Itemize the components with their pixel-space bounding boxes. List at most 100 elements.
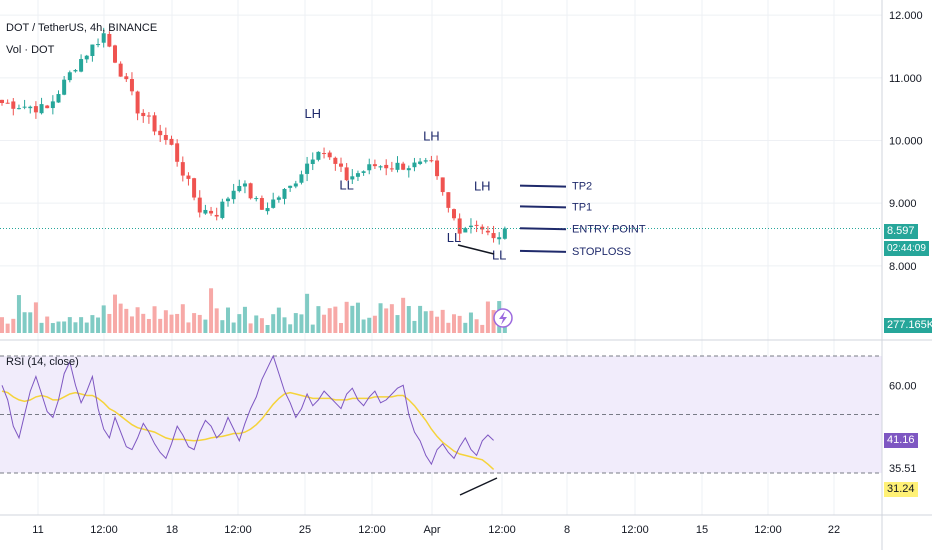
candle-body (56, 94, 61, 103)
candle-body (288, 185, 293, 188)
volume-bar (73, 322, 78, 333)
candle-body (214, 214, 219, 217)
candle-body (322, 153, 327, 155)
volume-bar (62, 321, 67, 333)
candle-body (129, 79, 134, 92)
volume-bar (118, 303, 123, 333)
lightning-glyph (499, 311, 507, 325)
volume-bar (378, 303, 383, 333)
volume-bar (129, 316, 134, 333)
candle-body (299, 174, 304, 183)
volume-bar (485, 301, 490, 333)
pattern-label: LL (447, 230, 461, 245)
candle-body (497, 237, 502, 240)
candle-body (248, 183, 253, 199)
volume-bar (293, 313, 298, 333)
rsi-lines (1, 354, 495, 470)
candle-body (22, 106, 27, 108)
pattern-label: LH (423, 129, 440, 144)
candle-body (502, 228, 507, 239)
rsi-legend[interactable]: RSI (14, close) (6, 356, 79, 368)
volume-bar (90, 315, 95, 333)
candle-body (276, 197, 281, 200)
candle-body (293, 183, 298, 187)
candle-body (192, 178, 197, 198)
candle-body (271, 199, 276, 208)
rsi-divergence-line (459, 477, 498, 496)
volume-bar (56, 321, 61, 333)
volume-bar (344, 301, 349, 333)
candle-body (389, 168, 394, 170)
candle-body (237, 185, 242, 192)
level-line (519, 227, 567, 231)
volume-bar (226, 307, 230, 333)
volume-bar (474, 319, 479, 333)
candle-body (440, 177, 445, 193)
candle-body (96, 44, 101, 46)
volume-bar (22, 312, 27, 333)
volume-bar (254, 315, 259, 333)
x-tick-label: 12:00 (90, 524, 118, 536)
volume-bar (67, 317, 72, 333)
x-tick-label: 8 (564, 524, 570, 536)
rsi-badge: 41.16 (884, 433, 918, 448)
volume-bar (135, 307, 140, 333)
volume-bar (372, 315, 377, 333)
candle-body (180, 162, 185, 176)
volume-bar (440, 309, 445, 333)
volume-bar (282, 317, 287, 333)
volume-bars (0, 288, 507, 333)
candle-body (429, 160, 434, 162)
volume-bar (84, 322, 89, 333)
volume-bar (406, 306, 411, 333)
candle-body (305, 163, 310, 174)
candle-body (310, 159, 315, 164)
candle-body (395, 162, 400, 170)
volume-bar (0, 317, 4, 333)
candle-body (5, 102, 10, 104)
candle-body (446, 192, 451, 208)
candle-body (463, 228, 468, 233)
candle-body (67, 72, 72, 81)
volume-bar (231, 322, 236, 333)
volume-bar (146, 318, 151, 333)
candle-body (169, 138, 174, 145)
volume-bar (389, 304, 394, 333)
candle-body (452, 209, 456, 219)
rsi-tick-label: 60.00 (889, 380, 917, 392)
candle-body (480, 226, 485, 230)
rsi-band (0, 355, 882, 474)
volume-bar (288, 324, 293, 333)
candle-body (220, 201, 225, 218)
candle-body (327, 152, 332, 158)
candle-body (209, 210, 214, 214)
candle-body (378, 166, 383, 168)
pattern-label: LL (492, 248, 506, 263)
candle-body (146, 115, 151, 117)
candle-body (163, 135, 168, 140)
candle-body (265, 208, 270, 212)
candlestick-series (0, 27, 507, 245)
rsi-ma-badge: 31.24 (884, 482, 918, 497)
x-tick-label: 25 (299, 524, 311, 536)
pattern-label: LH (304, 106, 321, 121)
candle-body (118, 63, 123, 77)
x-tick-label: 22 (828, 524, 840, 536)
volume-bar (305, 293, 310, 333)
pattern-label: LH (474, 179, 491, 194)
volume-bar (259, 318, 264, 333)
volume-legend[interactable]: Vol · DOT (6, 44, 55, 56)
volume-bar (158, 318, 163, 333)
candle-body (259, 198, 264, 210)
symbol-title[interactable]: DOT / TetherUS, 4h, BINANCE (6, 22, 158, 34)
volume-bar (446, 322, 451, 333)
x-tick-label: 12:00 (488, 524, 516, 536)
volume-bar (163, 310, 168, 333)
candle-body (485, 230, 490, 233)
volume-bar (5, 323, 10, 333)
volume-bar (429, 310, 434, 333)
pattern-label: LL (339, 177, 353, 192)
volume-bar (209, 288, 214, 333)
volume-bar (214, 308, 219, 333)
